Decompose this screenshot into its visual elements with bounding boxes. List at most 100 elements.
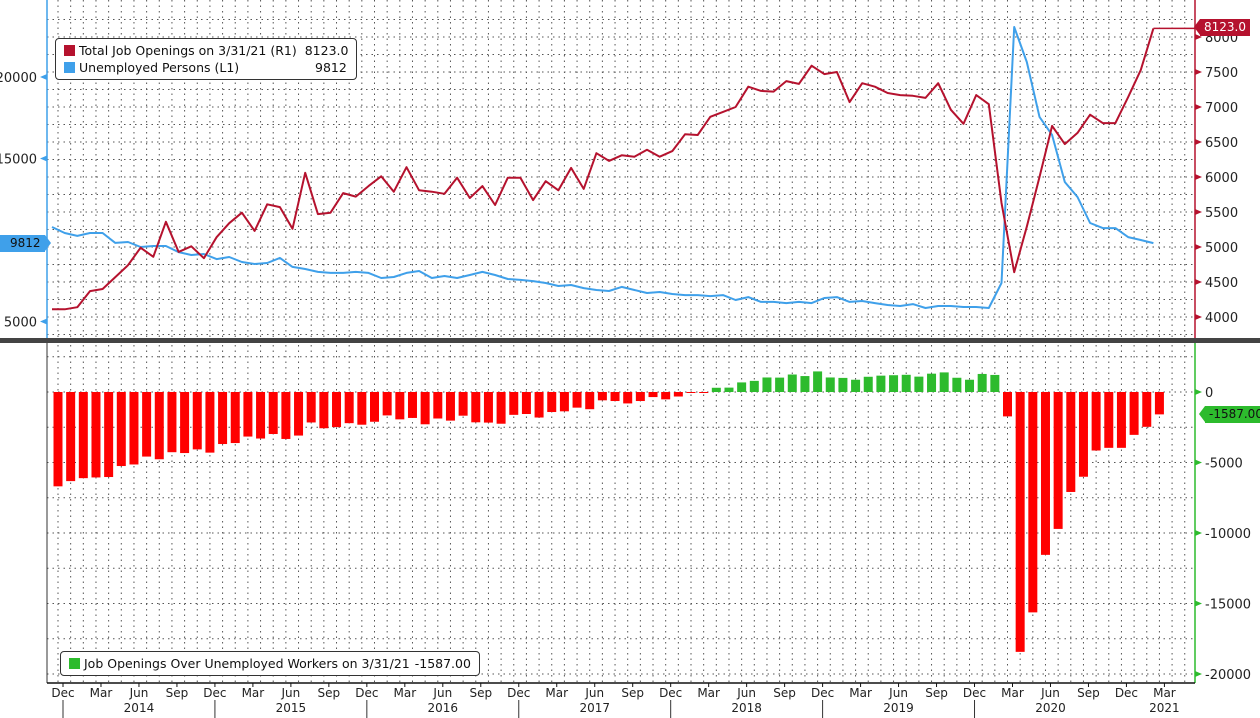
difference-bar xyxy=(597,392,607,401)
difference-bar xyxy=(496,392,506,424)
difference-bar xyxy=(800,376,810,392)
difference-bar xyxy=(1003,392,1012,417)
difference-bar xyxy=(344,392,354,424)
unemployed-swatch xyxy=(64,62,75,73)
legend-value: 9812 xyxy=(315,60,347,75)
x-axis-year-label: 2019 xyxy=(883,701,914,715)
right-axis-tick-label: 5000 xyxy=(1205,241,1238,256)
difference-bar xyxy=(104,392,114,478)
difference-bar xyxy=(623,392,633,404)
x-axis-month-label: Sep xyxy=(621,686,644,700)
x-axis-year-label: 2018 xyxy=(731,701,762,715)
difference-bar xyxy=(1104,392,1114,448)
difference-bar xyxy=(1078,392,1088,477)
difference-bar xyxy=(167,392,177,453)
x-axis-month-label: Sep xyxy=(925,686,948,700)
x-axis-year-label: 2020 xyxy=(1035,701,1066,715)
unemployed-last-value-tag: 9812 xyxy=(0,235,51,252)
right-axis-tick-label: 5500 xyxy=(1205,206,1238,221)
bottom-axis-tick-label: -5000 xyxy=(1205,457,1243,472)
difference-bar xyxy=(534,392,544,418)
difference-bar xyxy=(585,392,595,410)
difference-bar xyxy=(319,392,329,429)
legend-item-difference: Job Openings Over Unemployed Workers on … xyxy=(69,655,471,672)
x-axis-year-label: 2021 xyxy=(1149,701,1180,715)
x-axis-month-label: Sep xyxy=(773,686,796,700)
difference-bar xyxy=(1028,392,1038,613)
x-axis-month-label: Mar xyxy=(242,686,265,700)
left-axis-tick-label: 15000 xyxy=(0,153,37,168)
right-axis-tick xyxy=(1195,279,1202,285)
bottom-axis-tick-label: -20000 xyxy=(1205,668,1251,683)
bottom-axis-tick xyxy=(1195,459,1202,466)
x-axis-year-label: 2015 xyxy=(276,701,307,715)
right-axis-tick xyxy=(1195,104,1202,110)
legend-label: Total Job Openings on 3/31/21 (R1) xyxy=(79,43,297,58)
difference-bar xyxy=(965,379,975,392)
right-axis-tick-label: 4500 xyxy=(1205,276,1238,291)
difference-bar xyxy=(635,392,645,402)
x-axis-month-label: Sep xyxy=(166,686,189,700)
x-axis-month-label: Mar xyxy=(545,686,568,700)
right-axis-tick-label: 6000 xyxy=(1205,171,1238,186)
difference-bar xyxy=(1040,392,1050,555)
x-axis-month-label: Jun xyxy=(129,686,149,700)
x-axis-year-label: 2014 xyxy=(124,701,155,715)
difference-bar xyxy=(724,387,734,392)
x-axis-month-label: Dec xyxy=(811,686,834,700)
x-axis-month-label: Mar xyxy=(1001,686,1024,700)
difference-bar xyxy=(775,377,785,392)
difference-bar xyxy=(433,392,443,419)
left-axis-tick xyxy=(40,318,47,325)
right-axis-tick-label: 7500 xyxy=(1205,66,1238,81)
difference-last-value-tag: -1587.00 xyxy=(1199,406,1260,423)
right-axis-tick xyxy=(1195,34,1202,40)
job-openings-line xyxy=(52,28,1155,311)
left-axis-tick-label: 20000 xyxy=(0,71,37,86)
difference-bar xyxy=(547,392,557,413)
x-axis-month-label: Dec xyxy=(507,686,530,700)
difference-bar xyxy=(205,392,215,453)
difference-bar xyxy=(686,392,696,393)
difference-bar xyxy=(851,379,861,392)
x-axis-month-label: Jun xyxy=(736,686,756,700)
difference-bar xyxy=(952,377,962,392)
left-axis-tick-label: 5000 xyxy=(4,316,37,331)
x-axis-month-label: Jun xyxy=(432,686,452,700)
panel-separator xyxy=(0,338,1260,343)
difference-bar xyxy=(445,392,455,421)
difference-bar xyxy=(813,371,823,392)
job-openings-last-value-tag: 8123.0 xyxy=(1194,19,1250,36)
legend-item-unemployed: Unemployed Persons (L1) 9812 xyxy=(64,59,348,76)
difference-bar xyxy=(876,375,886,392)
difference-bar xyxy=(243,392,253,437)
bottom-axis-tick xyxy=(1195,530,1202,536)
difference-bar xyxy=(914,376,924,392)
difference-bar xyxy=(572,392,582,408)
difference-bar xyxy=(1116,392,1126,448)
difference-bar xyxy=(91,392,101,478)
difference-bar xyxy=(1015,392,1025,652)
difference-bar xyxy=(990,374,1000,392)
bottom-axis-tick xyxy=(1195,600,1202,607)
unemployed-persons-line xyxy=(51,26,1154,309)
difference-bar xyxy=(787,374,797,392)
difference-bar xyxy=(306,392,316,423)
difference-bar xyxy=(281,392,291,439)
difference-bar xyxy=(648,392,658,398)
right-axis-tick xyxy=(1195,314,1202,320)
difference-bar xyxy=(838,377,848,392)
x-axis-month-label: Mar xyxy=(849,686,872,700)
difference-bar xyxy=(863,376,873,392)
difference-bar xyxy=(218,392,228,445)
left-axis-tick xyxy=(40,155,47,162)
difference-swatch xyxy=(69,658,80,669)
difference-bar xyxy=(78,392,88,479)
x-axis-month-label: Mar xyxy=(90,686,113,700)
difference-bar xyxy=(154,392,164,460)
x-axis-month-label: Mar xyxy=(697,686,720,700)
left-axis-tick xyxy=(40,74,47,80)
difference-bar xyxy=(559,392,569,412)
difference-bar xyxy=(192,392,202,450)
